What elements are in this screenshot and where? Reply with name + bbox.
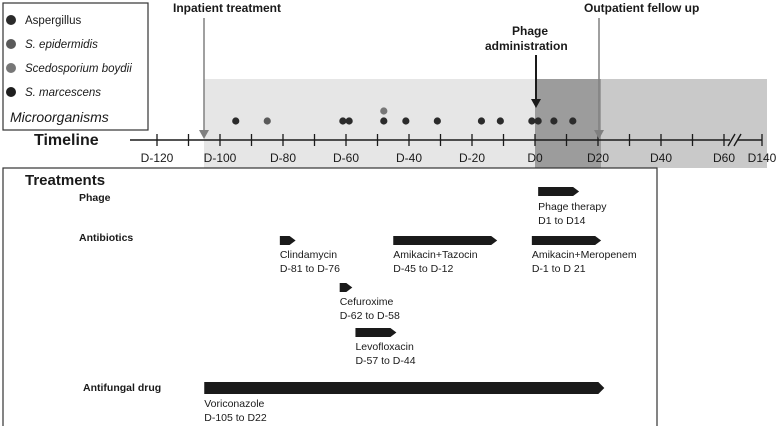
phage-label-line2: administration [485, 39, 568, 53]
outpatient-marker: Outpatient fellow up [584, 1, 699, 139]
outpatient-label: Outpatient fellow up [584, 1, 699, 15]
legend-title: Microorganisms [10, 109, 109, 125]
isolate-dot-7 [433, 117, 441, 125]
isolate-dot-8 [477, 117, 486, 125]
isolate-dot-9 [496, 117, 504, 125]
treatment-range-4: D-62 to D-58 [340, 310, 400, 322]
category-phage: Phage [79, 192, 111, 204]
treatment-name-0: Phage therapy [538, 201, 607, 213]
treatment-bars: Phage therapy D1 to D14 Clindamycin D-81 to… [204, 187, 637, 424]
treatment-name-6: Voriconazole [204, 398, 264, 410]
inpatient-region [204, 79, 535, 168]
treatments-box [2, 167, 658, 426]
isolate-dot-1 [263, 117, 271, 125]
legend-dot-3 [6, 87, 16, 97]
tick-label-7: D20 [587, 151, 609, 165]
outpatient-region [601, 79, 767, 168]
legend-label-1: S. epidermidis [25, 39, 98, 51]
treatment-bar-5 [355, 328, 397, 337]
treatment-range-6: D-105 to D22 [204, 412, 267, 424]
isolate-dot-10 [528, 117, 536, 125]
treatment-name-2: Amikacin+Tazocin [393, 249, 477, 261]
treatment-name-5: Levofloxacin [355, 341, 414, 353]
treatment-bar-3 [531, 236, 602, 245]
tick-label-9: D60 [713, 151, 735, 165]
isolate-dots [232, 107, 577, 125]
tick-label-4: D-40 [396, 151, 422, 165]
isolate-dot-4 [380, 117, 388, 125]
treatment-bar-6 [204, 382, 605, 394]
treatment-range-5: D-57 to D-44 [355, 355, 415, 367]
tick-label-5: D-20 [459, 151, 485, 165]
legend-label-2: Scedosporium boydii [25, 63, 132, 75]
treatment-range-1: D-81 to D-76 [280, 263, 340, 275]
isolate-dot-0 [232, 117, 240, 125]
phage-region [535, 79, 601, 168]
tick-label-6: D0 [527, 151, 543, 165]
treatment-range-2: D-45 to D-12 [393, 263, 453, 275]
legend-dot-1 [6, 39, 16, 49]
treatment-range-3: D-1 to D 21 [532, 263, 586, 275]
isolate-dot-11 [534, 117, 542, 125]
isolate-dot-2 [339, 117, 347, 125]
treatment-range-0: D1 to D14 [538, 215, 585, 227]
tick-label-3: D-60 [333, 151, 359, 165]
axis-break-2 [733, 133, 742, 147]
isolate-dot-13 [569, 117, 577, 125]
phage-label-line1: Phage [512, 24, 548, 38]
treatment-name-3: Amikacin+Meropenem [532, 249, 637, 261]
legend-dot-2 [6, 63, 16, 73]
legend-dot-0 [6, 15, 16, 25]
tick-label-2: D-80 [270, 151, 296, 165]
tick-label-1: D-100 [204, 151, 237, 165]
tick-label-10: D140 [748, 151, 777, 165]
phage-marker: Phage administration [485, 24, 568, 108]
isolate-dot-5 [380, 107, 388, 115]
inpatient-marker: Inpatient treatment [173, 1, 281, 139]
axis-break-1 [727, 133, 736, 147]
treatment-name-1: Clindamycin [280, 249, 337, 261]
tick-label-8: D40 [650, 151, 672, 165]
legend-label-0: Aspergillus [25, 15, 81, 27]
timeline-label: Timeline [34, 132, 99, 149]
treatment-bar-1 [279, 236, 296, 245]
isolate-dot-12 [550, 117, 558, 125]
isolate-dot-6 [402, 117, 410, 125]
treatment-bar-4 [339, 283, 353, 292]
isolate-dot-3 [345, 117, 353, 125]
legend-items: Aspergillus S. epidermidis Scedosporium bo… [6, 15, 132, 99]
tick-label-0: D-120 [141, 151, 174, 165]
treatment-bar-2 [393, 236, 498, 245]
inpatient-label: Inpatient treatment [173, 1, 281, 15]
legend-label-3: S. marcescens [25, 87, 101, 99]
treatments-title: Treatments [25, 172, 105, 189]
treatment-name-4: Cefuroxime [340, 296, 394, 308]
category-antifungal: Antifungal drug [83, 382, 161, 394]
treatment-bar-0 [538, 187, 580, 196]
category-antibiotics: Antibiotics [79, 232, 133, 244]
legend-box [2, 2, 149, 131]
